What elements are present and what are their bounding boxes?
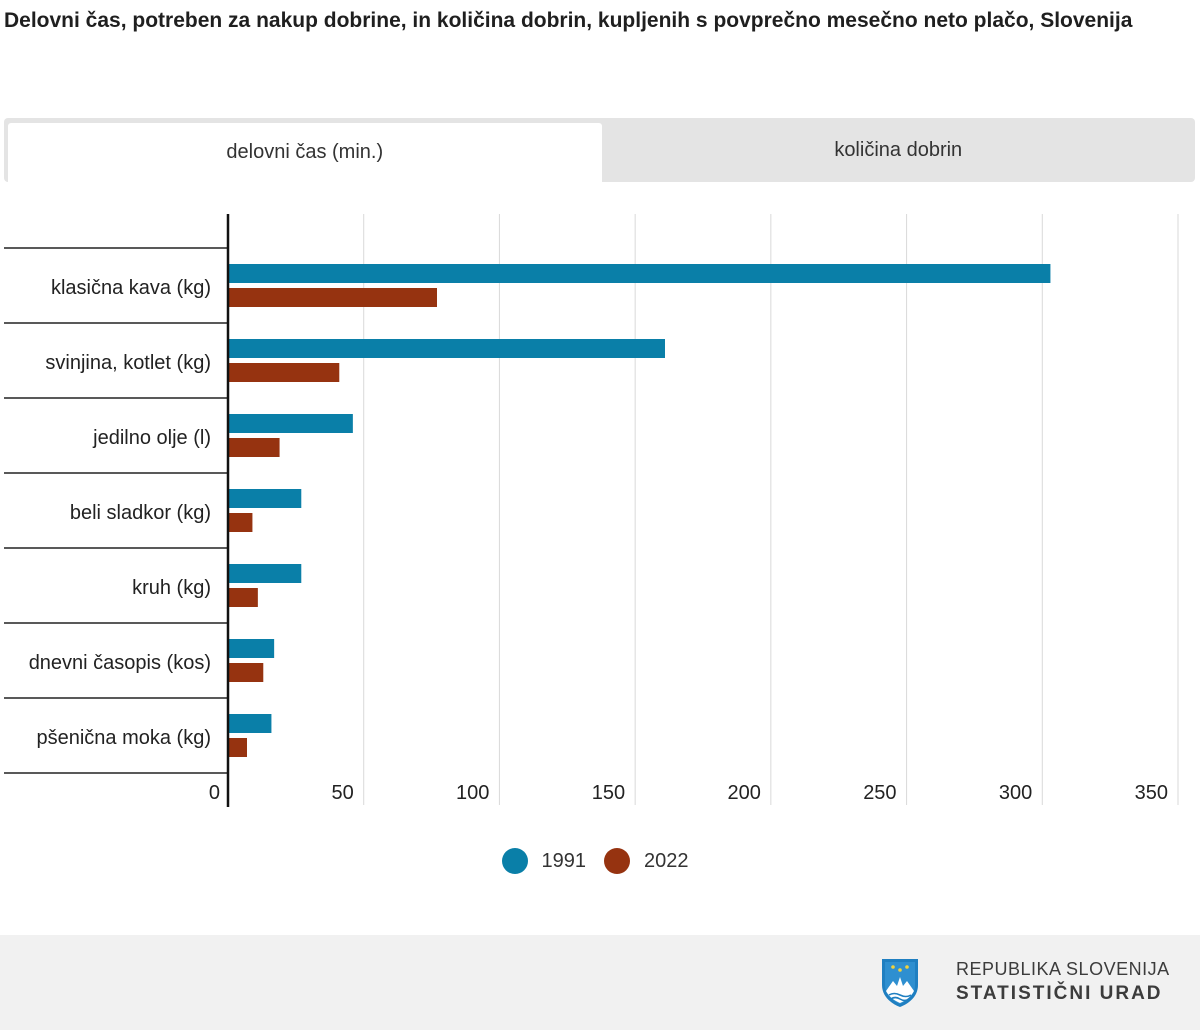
category-label: dnevni časopis (kos) xyxy=(29,652,211,674)
view-tabs: delovni čas (min.) količina dobrin xyxy=(4,118,1195,182)
bar-2022-4 xyxy=(228,588,258,607)
legend: 1991 2022 xyxy=(0,845,1190,877)
legend-item-2022[interactable]: 2022 xyxy=(604,848,689,874)
bar-1991-2 xyxy=(228,414,353,433)
coat-of-arms-icon xyxy=(882,959,918,1007)
x-tick-label-100: 100 xyxy=(456,782,489,804)
chart-title: Delovni čas, potreben za nakup dobrine, … xyxy=(4,9,1133,32)
bar-1991-4 xyxy=(228,564,302,583)
category-label: svinjina, kotlet (kg) xyxy=(45,352,211,374)
tab-kolicina-dobrin[interactable]: količina dobrin xyxy=(834,138,963,161)
x-tick-label-0: 0 xyxy=(209,782,220,804)
bar-2022-0 xyxy=(228,288,437,307)
surs-logo: REPUBLIKA SLOVENIJA STATISTIČNI URAD xyxy=(880,957,1180,1012)
bar-2022-6 xyxy=(228,738,247,757)
bar-2022-1 xyxy=(228,363,340,382)
bar-1991-1 xyxy=(228,339,665,358)
bar-2022-5 xyxy=(228,663,264,682)
category-label: jedilno olje (l) xyxy=(92,427,211,449)
category-label: kruh (kg) xyxy=(132,577,211,599)
category-label: klasična kava (kg) xyxy=(51,277,211,299)
x-tick-label-350: 350 xyxy=(1135,782,1168,804)
logo-text-republika: REPUBLIKA SLOVENIJA xyxy=(956,959,1170,979)
bar-1991-3 xyxy=(228,489,302,508)
category-label: pšenična moka (kg) xyxy=(36,727,211,749)
legend-item-1991[interactable]: 1991 xyxy=(501,848,587,874)
bar-1991-0 xyxy=(228,264,1051,283)
logo-text-statisticni-urad: STATISTIČNI URAD xyxy=(956,983,1163,1004)
x-tick-label-200: 200 xyxy=(727,782,760,804)
footer: REPUBLIKA SLOVENIJA STATISTIČNI URAD xyxy=(0,935,1200,1030)
x-tick-label-250: 250 xyxy=(863,782,896,804)
bar-1991-6 xyxy=(228,714,272,733)
x-tick-label-300: 300 xyxy=(999,782,1032,804)
legend-swatch-1991 xyxy=(501,848,528,874)
x-tick-label-50: 50 xyxy=(331,782,353,804)
category-label: beli sladkor (kg) xyxy=(70,502,211,524)
bar-2022-3 xyxy=(228,513,253,532)
legend-label-1991: 1991 xyxy=(541,849,587,872)
bar-1991-5 xyxy=(228,639,275,658)
legend-label-2022: 2022 xyxy=(644,849,689,872)
x-tick-label-150: 150 xyxy=(592,782,625,804)
legend-swatch-2022 xyxy=(604,848,630,874)
bar-2022-2 xyxy=(228,438,280,457)
bar-chart: klasična kava (kg) svinjina, kotlet (kg) j… xyxy=(4,214,1179,807)
tab-delovni-cas[interactable]: delovni čas (min.) xyxy=(8,123,602,182)
